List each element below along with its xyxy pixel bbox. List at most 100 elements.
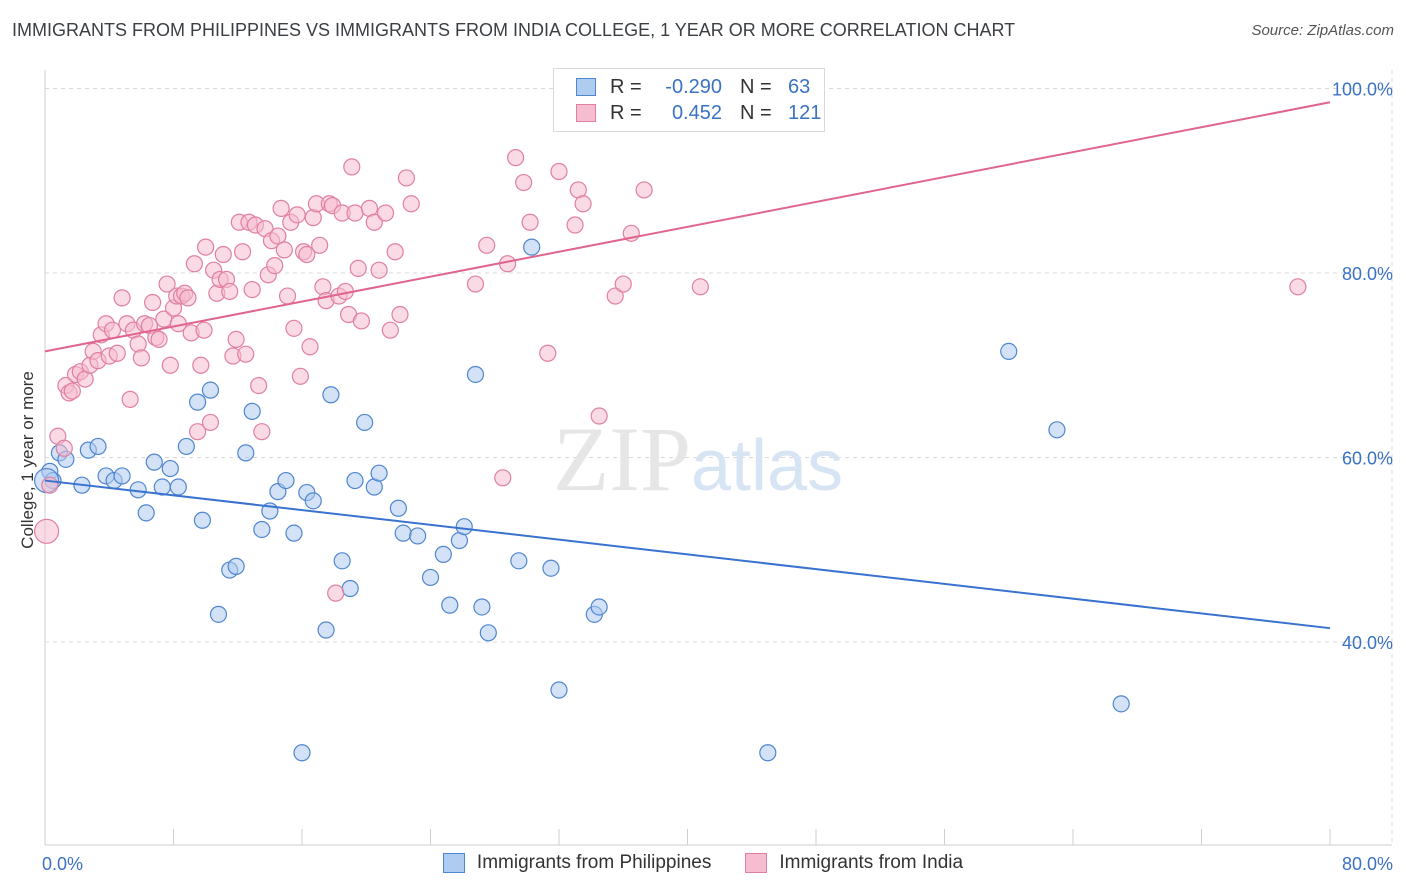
- watermark: ZIPatlas: [553, 408, 843, 510]
- legend-r-label: R =: [610, 101, 642, 124]
- watermark-atlas: atlas: [691, 426, 843, 506]
- point-philippines: [346, 471, 364, 490]
- point-india: [63, 382, 81, 400]
- series-legend: Immigrants from Philippines Immigrants f…: [0, 852, 1406, 874]
- point-india: [352, 312, 371, 330]
- point-philippines: [177, 437, 195, 456]
- point-india: [237, 345, 255, 363]
- point-india: [221, 282, 239, 301]
- point-philippines: [510, 552, 528, 570]
- legend-row-india: R = 0.452 N = 121: [576, 100, 821, 126]
- point-philippines: [1048, 421, 1066, 439]
- point-india: [391, 305, 409, 324]
- point-india: [298, 245, 316, 264]
- point-philippines: [421, 568, 440, 587]
- point-philippines: [389, 499, 407, 517]
- point-india: [108, 344, 126, 362]
- point-india: [566, 216, 584, 234]
- x-tick-label: 80.0%: [1342, 854, 1393, 874]
- point-philippines: [285, 524, 303, 542]
- point-india: [285, 319, 303, 337]
- legend-n-value: 63: [788, 75, 811, 98]
- point-india: [272, 199, 290, 217]
- point-philippines: [243, 402, 261, 420]
- point-philippines: [590, 598, 608, 616]
- point-philippines: [455, 518, 473, 536]
- point-philippines: [523, 238, 541, 256]
- point-india: [346, 204, 364, 222]
- point-india: [327, 584, 345, 602]
- point-philippines: [550, 681, 568, 699]
- point-india: [144, 293, 162, 312]
- point-philippines: [253, 520, 271, 539]
- point-india: [185, 255, 203, 273]
- point-india: [515, 173, 533, 192]
- point-india: [233, 243, 252, 261]
- point-india: [41, 476, 59, 494]
- point-india: [1289, 278, 1307, 296]
- point-india: [343, 158, 361, 176]
- correlation-legend: R = -0.290 N = 63 R = 0.452 N = 121: [553, 68, 825, 132]
- point-philippines: [227, 557, 245, 575]
- source-credit: Source: ZipAtlas.com: [1251, 22, 1394, 39]
- point-india: [250, 376, 268, 395]
- point-india: [349, 259, 367, 277]
- series-swatch-india: [745, 853, 768, 873]
- point-india: [301, 338, 319, 356]
- point-philippines: [317, 621, 335, 639]
- series-name-philippines: Immigrants from Philippines: [476, 852, 712, 873]
- point-india: [150, 330, 168, 349]
- point-india: [376, 204, 395, 222]
- y-tick-label: 80.0%: [1342, 264, 1393, 284]
- x-tick-label: 0.0%: [42, 854, 83, 874]
- point-india: [197, 238, 215, 256]
- point-india: [691, 278, 709, 296]
- point-india: [227, 330, 245, 349]
- point-philippines: [304, 492, 322, 510]
- point-philippines: [193, 511, 212, 529]
- point-india: [574, 195, 592, 213]
- legend-r-value: -0.290: [665, 75, 722, 98]
- point-india: [539, 344, 557, 362]
- point-philippines: [409, 527, 427, 545]
- point-philippines: [277, 471, 295, 490]
- point-philippines: [293, 744, 311, 762]
- point-india: [121, 390, 139, 408]
- point-philippines: [434, 545, 452, 563]
- point-india: [278, 287, 297, 305]
- legend-r-value: 0.452: [671, 101, 722, 124]
- series-legend-india: Immigrants from India: [745, 852, 963, 874]
- point-philippines: [542, 559, 560, 577]
- legend-n-label: N =: [740, 101, 772, 124]
- legend-row-philippines: R = -0.290 N = 63: [576, 74, 810, 100]
- point-india: [291, 367, 309, 385]
- y-tick-label: 100.0%: [1332, 79, 1393, 99]
- point-philippines: [759, 744, 777, 762]
- point-india: [214, 245, 232, 264]
- point-india: [590, 407, 608, 425]
- y-tick-label: 60.0%: [1342, 449, 1393, 469]
- point-india: [275, 241, 293, 259]
- point-india: [188, 423, 207, 441]
- watermark-zip: ZIP: [553, 408, 691, 510]
- legend-n-value: 121: [788, 101, 822, 124]
- point-india: [466, 275, 485, 293]
- point-philippines: [209, 605, 228, 623]
- point-philippines: [341, 579, 359, 598]
- point-philippines: [188, 393, 207, 411]
- point-philippines: [89, 437, 107, 456]
- legend-r-label: R =: [610, 75, 642, 98]
- point-india: [507, 149, 525, 167]
- point-india: [113, 289, 131, 307]
- point-philippines: [370, 464, 388, 482]
- point-india: [478, 236, 496, 254]
- point-india: [311, 236, 329, 254]
- point-philippines: [356, 413, 374, 432]
- point-india: [550, 162, 568, 181]
- series-name-india: Immigrants from India: [779, 852, 964, 873]
- chart-title: IMMIGRANTS FROM PHILIPPINES VS IMMIGRANT…: [12, 20, 1016, 40]
- point-philippines: [394, 524, 412, 542]
- point-india: [386, 243, 404, 261]
- y-tick-label: 40.0%: [1342, 633, 1393, 653]
